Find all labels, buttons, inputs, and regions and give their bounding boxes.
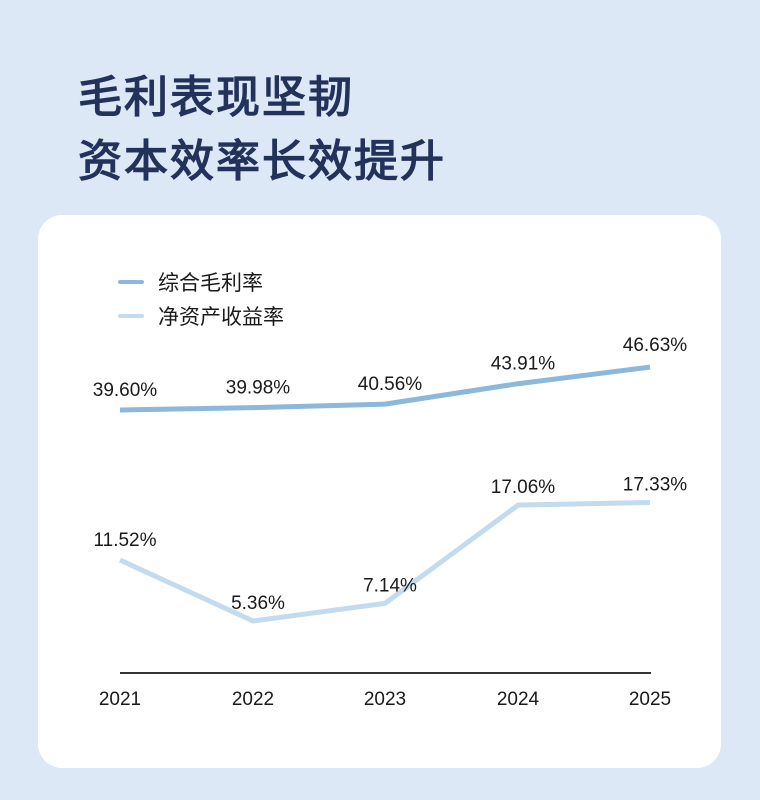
- series-line-0: [119, 364, 651, 413]
- data-label: 17.06%: [491, 477, 556, 498]
- legend-label: 净资产收益率: [158, 305, 284, 329]
- x-axis: 2021 2022 2023 2024 2025: [99, 672, 671, 710]
- data-label: 39.60%: [93, 380, 158, 401]
- data-label: 5.36%: [231, 593, 285, 614]
- series-line-1: [118, 499, 651, 624]
- legend-swatch-roe: [118, 314, 144, 318]
- legend-item-roe: 净资产收益率: [118, 299, 284, 333]
- chart-card: 综合毛利率 净资产收益率 2021 2022 2023 2024 2025 39.60%…: [38, 215, 721, 768]
- data-labels: 39.60% 39.98% 40.56% 43.91% 46.63% 11.52% 5.36…: [93, 335, 688, 614]
- line-chart: 2021 2022 2023 2024 2025 39.60% 39.98% 40.56% 4…: [93, 335, 688, 710]
- data-label: 17.33%: [623, 474, 688, 495]
- legend-swatch-gross-margin: [118, 280, 144, 284]
- data-label: 39.98%: [226, 378, 291, 399]
- title-line-1: 毛利表现坚韧: [78, 72, 354, 123]
- data-label: 46.63%: [623, 335, 688, 356]
- data-label: 7.14%: [363, 575, 417, 596]
- x-tick-label-2023: 2023: [364, 689, 406, 710]
- legend-item-gross-margin: 综合毛利率: [118, 265, 284, 299]
- data-label: 43.91%: [491, 354, 556, 375]
- x-tick-label-2021: 2021: [99, 689, 141, 710]
- x-tick-label-2025: 2025: [629, 689, 671, 710]
- data-label: 40.56%: [358, 374, 423, 395]
- series-lines: [118, 364, 651, 624]
- chart-legend: 综合毛利率 净资产收益率: [118, 265, 284, 333]
- title-line-2: 资本效率长效提升: [78, 136, 446, 187]
- legend-label: 综合毛利率: [158, 271, 263, 295]
- page-title: 毛利表现坚韧 资本效率长效提升: [78, 66, 446, 194]
- x-tick-label-2022: 2022: [232, 689, 274, 710]
- data-label: 11.52%: [93, 530, 156, 551]
- x-tick-label-2024: 2024: [497, 689, 540, 710]
